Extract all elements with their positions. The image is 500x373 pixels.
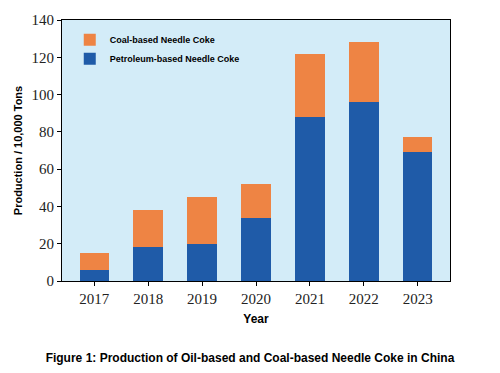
svg-text:40: 40 xyxy=(39,199,54,215)
svg-text:Petroleum-based Needle Coke: Petroleum-based Needle Coke xyxy=(110,54,240,64)
svg-text:2023: 2023 xyxy=(403,291,433,307)
svg-text:2018: 2018 xyxy=(133,291,163,307)
svg-text:2020: 2020 xyxy=(241,291,271,307)
svg-text:120: 120 xyxy=(32,50,55,66)
svg-text:Production / 10,000 Tons: Production / 10,000 Tons xyxy=(12,86,24,215)
svg-text:20: 20 xyxy=(39,236,54,252)
svg-text:80: 80 xyxy=(39,124,54,140)
svg-text:Coal-based Needle Coke: Coal-based Needle Coke xyxy=(110,35,215,45)
svg-text:Year: Year xyxy=(243,312,269,326)
svg-text:2017: 2017 xyxy=(79,291,110,307)
svg-text:Figure 1: Production of Oil-ba: Figure 1: Production of Oil-based and Co… xyxy=(46,351,455,365)
svg-text:2022: 2022 xyxy=(349,291,379,307)
svg-text:60: 60 xyxy=(39,161,54,177)
svg-text:100: 100 xyxy=(32,87,55,103)
svg-text:140: 140 xyxy=(32,12,55,28)
svg-text:0: 0 xyxy=(47,273,55,289)
svg-text:2021: 2021 xyxy=(295,291,325,307)
svg-text:2019: 2019 xyxy=(187,291,217,307)
